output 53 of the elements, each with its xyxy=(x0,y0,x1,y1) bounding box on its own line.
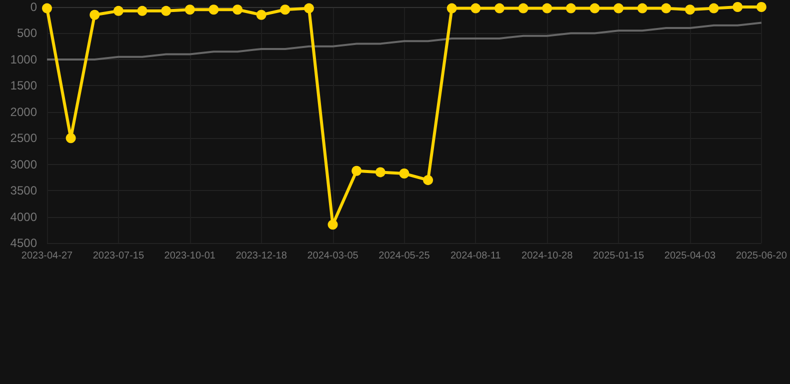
y-tick-label: 500 xyxy=(16,26,38,40)
point xyxy=(470,3,481,14)
point xyxy=(137,6,148,16)
x-tick-label: 2025-06-20 xyxy=(736,250,788,262)
point xyxy=(732,2,743,12)
point xyxy=(375,167,386,178)
x-tick-label: 2024-08-11 xyxy=(450,250,502,262)
point xyxy=(637,3,648,14)
line-series xyxy=(46,22,762,60)
point xyxy=(256,10,266,20)
point xyxy=(446,3,457,14)
y-tick-label: 2000 xyxy=(10,104,38,119)
x-tick-label: 2023-12-18 xyxy=(236,250,288,262)
point xyxy=(66,133,76,144)
point xyxy=(661,3,672,14)
point xyxy=(542,3,552,14)
y-tick-label: 4000 xyxy=(10,210,38,224)
x-tick-label: 2025-01-15 xyxy=(592,250,645,262)
x-tick-label: 2023-07-15 xyxy=(92,250,144,262)
x-tick-label: 2025-04-03 xyxy=(664,250,716,262)
point xyxy=(614,3,624,14)
y-tick-label: 0 xyxy=(30,0,38,14)
point xyxy=(184,4,195,15)
x-tick-label: 2024-03-05 xyxy=(307,250,359,262)
y-tick-label: 4500 xyxy=(10,236,38,250)
point xyxy=(423,175,434,186)
point xyxy=(684,4,695,15)
x-tick-label: 2024-10-28 xyxy=(522,250,574,262)
point xyxy=(590,3,600,14)
point xyxy=(161,6,172,16)
point xyxy=(90,10,100,20)
point xyxy=(566,3,576,14)
point xyxy=(399,168,410,179)
point xyxy=(42,3,52,14)
y-tick-label: 1500 xyxy=(10,78,38,93)
point xyxy=(518,3,528,14)
point xyxy=(708,3,719,14)
x-tick-label: 2023-04-27 xyxy=(21,250,74,262)
x-tick-label: 2024-05-25 xyxy=(378,250,430,262)
point xyxy=(328,220,338,230)
y-tick-label: 3000 xyxy=(10,157,38,172)
x-tick-label: 2023-10-01 xyxy=(164,250,216,262)
y-tick-label: 2500 xyxy=(10,131,38,146)
y-tick-label: 3500 xyxy=(10,184,38,198)
point xyxy=(756,2,766,12)
point xyxy=(304,3,314,14)
point xyxy=(352,166,362,176)
point xyxy=(232,4,243,15)
point xyxy=(494,3,504,14)
point xyxy=(113,6,124,16)
y-tick-label: 1000 xyxy=(10,52,38,66)
point xyxy=(280,4,290,15)
point xyxy=(208,4,219,15)
